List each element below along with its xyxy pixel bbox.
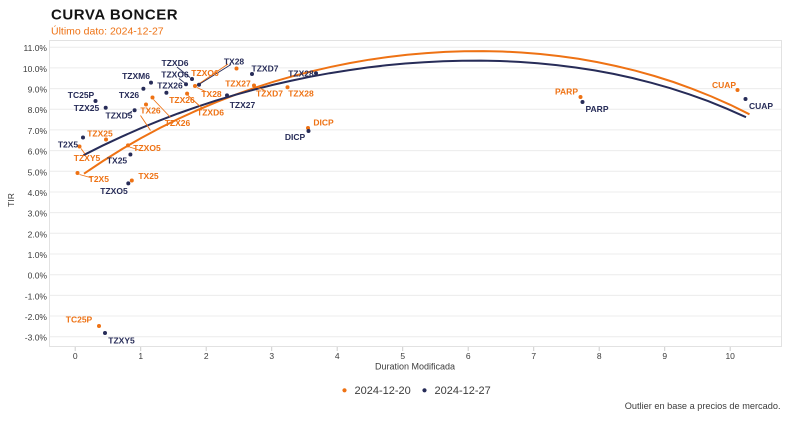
svg-text:Último dato: 2024-12-27: Último dato: 2024-12-27 [51, 25, 164, 38]
svg-text:TZX26: TZX26 [165, 118, 191, 128]
svg-text:-1.0%: -1.0% [25, 291, 48, 301]
svg-text:6.0%: 6.0% [28, 147, 48, 157]
svg-text:2.0%: 2.0% [28, 229, 48, 239]
svg-text:TX28: TX28 [201, 89, 222, 99]
svg-text:TZXD7: TZXD7 [252, 64, 279, 74]
svg-text:TZX25: TZX25 [74, 103, 100, 113]
svg-text:TZX26: TZX26 [157, 81, 183, 91]
svg-text:TZX25: TZX25 [87, 129, 113, 139]
svg-text:TZXD7: TZXD7 [256, 88, 283, 98]
svg-text:DICP: DICP [313, 118, 334, 128]
svg-text:CUAP: CUAP [712, 80, 736, 90]
svg-text:4.0%: 4.0% [28, 188, 48, 198]
svg-text:3.0%: 3.0% [28, 209, 48, 219]
svg-text:2024-12-27: 2024-12-27 [435, 385, 491, 397]
svg-text:CUAP: CUAP [749, 101, 773, 111]
svg-text:10.0%: 10.0% [23, 64, 48, 74]
svg-text:TZX28: TZX28 [288, 69, 314, 79]
svg-text:0: 0 [73, 351, 78, 361]
svg-text:2024-12-20: 2024-12-20 [355, 385, 411, 397]
svg-text:10: 10 [725, 351, 735, 361]
svg-text:TZXO5: TZXO5 [100, 186, 128, 196]
svg-text:PARP: PARP [586, 104, 609, 114]
svg-text:TZX26: TZX26 [169, 95, 195, 105]
svg-text:TC25P: TC25P [68, 90, 95, 100]
svg-text:8.0%: 8.0% [28, 105, 48, 115]
svg-text:TIR: TIR [6, 193, 16, 207]
svg-text:Outlier en base a precios de m: Outlier en base a precios de mercado. [625, 401, 781, 411]
svg-text:5.0%: 5.0% [28, 167, 48, 177]
svg-text:TZXY5: TZXY5 [108, 336, 135, 346]
svg-text:7: 7 [531, 351, 536, 361]
svg-text:PARP: PARP [555, 87, 578, 97]
svg-text:Duration Modificada: Duration Modificada [375, 361, 455, 371]
svg-text:1.0%: 1.0% [28, 250, 48, 260]
svg-text:TZXO6: TZXO6 [161, 70, 189, 80]
svg-text:TZXO5: TZXO5 [133, 143, 161, 153]
svg-text:TX26: TX26 [119, 90, 140, 100]
svg-text:-2.0%: -2.0% [25, 312, 48, 322]
svg-text:TZXD6: TZXD6 [197, 108, 224, 118]
svg-text:TZXD6: TZXD6 [162, 58, 189, 68]
svg-text:DICP: DICP [285, 132, 306, 142]
svg-text:TC25P: TC25P [66, 315, 93, 325]
svg-text:0.0%: 0.0% [28, 271, 48, 281]
svg-text:CURVA BONCER: CURVA BONCER [51, 7, 178, 24]
svg-text:6: 6 [466, 351, 471, 361]
svg-text:TZXD5: TZXD5 [106, 111, 133, 121]
svg-text:9.0%: 9.0% [28, 85, 48, 95]
svg-text:T2X5: T2X5 [58, 140, 79, 150]
svg-text:2: 2 [204, 351, 209, 361]
svg-text:TZX27: TZX27 [230, 100, 256, 110]
svg-text:3: 3 [269, 351, 274, 361]
svg-text:8: 8 [597, 351, 602, 361]
svg-text:T2X5: T2X5 [89, 174, 110, 184]
svg-text:1: 1 [138, 351, 143, 361]
svg-text:7.0%: 7.0% [28, 126, 48, 136]
svg-text:TZXY5: TZXY5 [74, 153, 101, 163]
svg-text:9: 9 [662, 351, 667, 361]
svg-text:5: 5 [400, 351, 405, 361]
svg-text:TZX27: TZX27 [225, 79, 251, 89]
svg-text:TZXM6: TZXM6 [122, 71, 150, 81]
svg-text:-3.0%: -3.0% [25, 333, 48, 343]
svg-text:TX25: TX25 [138, 171, 159, 181]
svg-text:4: 4 [335, 351, 340, 361]
svg-text:TZXO6: TZXO6 [191, 68, 219, 78]
svg-text:TX26: TX26 [140, 106, 161, 116]
svg-text:TX25: TX25 [107, 156, 128, 166]
svg-text:TX28: TX28 [224, 57, 245, 67]
svg-text:TZX28: TZX28 [288, 88, 314, 98]
svg-text:11.0%: 11.0% [24, 43, 48, 53]
